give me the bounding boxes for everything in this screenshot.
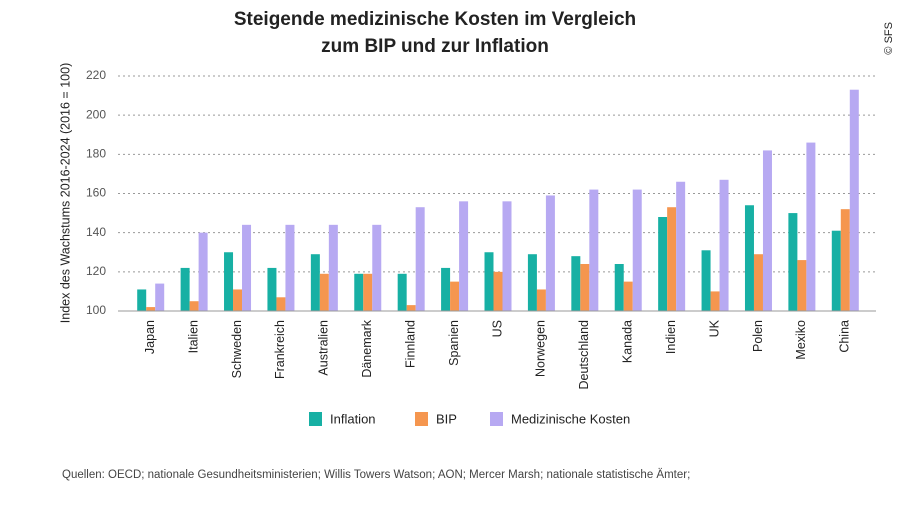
bar [493,271,503,311]
bar [797,260,807,311]
bar [189,301,199,311]
x-tick-label: China [838,320,852,353]
bar [831,230,841,311]
bar [137,289,147,311]
x-tick-label: Deutschland [577,320,591,390]
bar [614,264,624,311]
bar [744,205,754,311]
bar [849,89,859,311]
x-tick-label: Indien [664,320,678,354]
bar [667,207,677,311]
bar [806,142,816,311]
bar [224,252,234,311]
x-tick-label: Mexiko [794,320,808,360]
bar [545,195,555,311]
legend-swatch [415,412,428,426]
x-tick-label: Norwegen [534,320,548,377]
legend-label: Inflation [330,411,376,426]
copyright: © SFS [883,22,895,55]
bar [571,256,581,311]
x-tick-label: Australien [317,320,331,376]
x-tick-label: Japan [143,320,157,354]
bar [623,281,633,311]
source-note: Quellen: OECD; nationale Gesundheitsmini… [62,469,690,481]
bar [406,305,416,311]
y-tick-label: 200 [86,107,106,121]
bar [441,267,451,311]
legend-swatch [490,412,503,426]
bar [233,289,243,311]
bar [155,283,165,311]
bar [701,250,711,311]
x-tick-label: Spanien [447,320,461,366]
bar [459,201,469,311]
bar [285,224,295,311]
bar [762,150,772,311]
bar [354,273,364,311]
bar [372,224,382,311]
bar [788,213,798,311]
bar [180,267,190,311]
bar [536,289,546,311]
y-tick-label: 140 [86,225,106,239]
bar [632,189,642,311]
legend-label: BIP [436,411,457,426]
bar [710,291,720,311]
bar [242,224,252,311]
bar [310,254,320,311]
x-tick-label: Kanada [621,320,635,363]
bar [658,217,668,311]
y-tick-label: 120 [86,264,106,278]
bar [589,189,599,311]
y-tick-label: 100 [86,303,106,317]
bar [397,273,407,311]
bar [502,201,512,311]
y-tick-label: 180 [86,147,106,161]
x-tick-label: Finnland [403,320,417,368]
chart-title: zum BIP und zur Inflation [321,36,549,57]
y-tick-label: 160 [86,186,106,200]
bar [840,209,850,311]
x-tick-label: UK [707,319,721,337]
bar [319,273,329,311]
bar [527,254,537,311]
x-tick-label: Schweden [230,320,244,378]
x-tick-label: Frankreich [273,320,287,379]
bar [415,207,425,311]
y-tick-label: 220 [86,68,106,82]
bar [363,273,373,311]
bar [676,181,686,311]
chart-title: Steigende medizinische Kosten im Verglei… [234,9,636,30]
bar [580,264,590,311]
legend-swatch [309,412,322,426]
bar [146,307,156,311]
bar [267,267,277,311]
bar [276,297,286,311]
bar [450,281,460,311]
bar [753,254,763,311]
x-tick-label: Polen [751,320,765,352]
x-tick-label: US [490,320,504,337]
y-axis-label: Index des Wachstums 2016-2024 (2016 = 10… [58,63,72,323]
x-tick-label: Dänemark [360,319,374,377]
bar [328,224,338,311]
bar [198,232,208,311]
bar [719,179,729,311]
bar [484,252,494,311]
x-tick-label: Italien [186,320,200,353]
legend-label: Medizinische Kosten [511,411,630,426]
